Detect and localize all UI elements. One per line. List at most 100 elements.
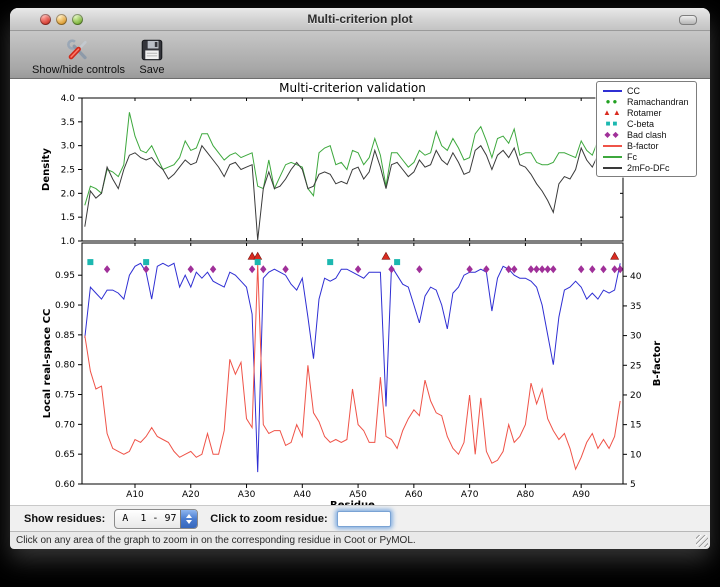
residue-range-value: A 1 - 97	[122, 512, 177, 524]
legend-item: ■■ C-beta	[603, 118, 689, 129]
density-tick-label: 3.0	[61, 142, 76, 152]
legend-item: ▲▲ Rotamer	[603, 107, 689, 118]
cc-tick-label: 0.95	[55, 271, 75, 281]
bfactor-axis-label: B-factor	[652, 341, 663, 386]
cc-tick-label: 0.90	[55, 301, 75, 311]
density-tick-label: 2.0	[61, 189, 76, 199]
cc-tick-label: 0.75	[55, 391, 75, 401]
legend-label: B-factor	[627, 140, 659, 151]
stepper-up-icon	[186, 513, 193, 518]
chart-title: Multi-criterion validation	[279, 81, 426, 95]
bfactor-tick-label: 5	[630, 480, 636, 490]
c-beta-marker	[327, 259, 334, 266]
legend-line-swatch	[603, 155, 622, 158]
residue-tick-label: A20	[182, 490, 200, 500]
bfactor-tick-label: 10	[630, 450, 642, 460]
resize-grip[interactable]	[696, 535, 708, 547]
bad-clash-marker	[538, 265, 546, 274]
bad-clash-marker	[527, 265, 535, 274]
residue-tick-label: A90	[572, 490, 590, 500]
legend-label: Fc	[627, 151, 637, 162]
residue-range-select[interactable]: A 1 - 97	[114, 508, 199, 529]
c-beta-marker	[254, 259, 261, 266]
stepper-down-icon	[186, 519, 193, 524]
bad-clash-marker	[544, 265, 551, 274]
show-hide-controls-button[interactable]: Show/hide controls	[32, 37, 125, 76]
toolbar-toggle-button[interactable]	[679, 15, 697, 25]
c-beta-marker	[394, 259, 401, 266]
bad-clash-marker	[354, 265, 362, 274]
minimize-button[interactable]	[56, 14, 67, 25]
save-label: Save	[139, 64, 165, 76]
combo-stepper	[180, 509, 198, 528]
bfactor-tick-label: 40	[630, 272, 642, 282]
residue-tick-label: A40	[293, 490, 311, 500]
bad-clash-marker	[611, 265, 618, 274]
density-tick-label: 4.0	[61, 94, 76, 104]
c-beta-marker	[87, 259, 94, 266]
toolbar: Show/hide controls Save	[10, 31, 710, 79]
residue-tick-label: A80	[517, 490, 535, 500]
window-title: Multi-criterion plot	[307, 12, 413, 26]
density-axis-label: Density	[41, 148, 52, 191]
cc-tick-label: 0.60	[55, 480, 75, 490]
legend-item: ●● Ramachandran	[603, 96, 689, 107]
legend-item: Fc	[603, 151, 689, 162]
legend-line-swatch	[603, 144, 622, 147]
bad-clash-marker	[533, 265, 540, 274]
legend-label: CC	[627, 85, 640, 96]
bad-clash-marker	[142, 265, 150, 274]
controls-bar: Show residues: A 1 - 97 Click to zoom re…	[10, 505, 710, 531]
bad-clash-marker	[466, 265, 473, 274]
series-CC	[84, 262, 621, 473]
bad-clash-marker	[511, 265, 518, 274]
density-tick-label: 1.5	[61, 213, 75, 223]
series-Fc	[84, 112, 621, 206]
status-bar: Click on any area of the graph to zoom i…	[10, 531, 710, 549]
legend-marker-swatch: ●●	[605, 96, 620, 106]
cc-tick-label: 0.80	[55, 361, 75, 371]
bad-clash-marker	[589, 265, 596, 274]
rotamer-marker	[253, 251, 263, 260]
residue-tick-label: A60	[405, 490, 423, 500]
bad-clash-marker	[388, 265, 395, 274]
cc-plot-frame	[81, 242, 624, 485]
density-tick-label: 2.5	[61, 166, 75, 176]
bad-clash-marker	[617, 265, 624, 274]
show-hide-controls-label: Show/hide controls	[32, 64, 125, 76]
show-residues-label: Show residues:	[24, 512, 106, 525]
zoom-residue-label: Click to zoom residue:	[210, 512, 328, 525]
bfactor-tick-label: 25	[630, 361, 641, 371]
close-button[interactable]	[40, 14, 51, 25]
status-message: Click on any area of the graph to zoom i…	[16, 535, 416, 546]
residue-tick-label: A10	[126, 490, 144, 500]
series-B-factor	[84, 264, 621, 471]
legend-item: CC	[603, 85, 689, 96]
bad-clash-marker	[209, 265, 217, 274]
cc-tick-label: 0.85	[55, 331, 75, 341]
bad-clash-marker	[550, 265, 557, 274]
legend-label: 2mFo-DFc	[627, 162, 670, 173]
bad-clash-marker	[577, 265, 585, 274]
bfactor-tick-label: 30	[630, 332, 642, 342]
cc-tick-label: 0.65	[55, 450, 75, 460]
plot-figure[interactable]: 1.0 1.5 2.0 2.5 3.0 3.5 4.0 0.60 0.65 0.70 0.75 0.8…	[10, 79, 710, 511]
residue-tick-label: A70	[461, 490, 479, 500]
save-button[interactable]: Save	[139, 37, 165, 76]
cc-tick-label: 0.70	[55, 420, 75, 430]
bad-clash-marker	[416, 265, 423, 274]
bad-clash-marker	[187, 265, 194, 274]
rotamer-marker	[381, 251, 391, 260]
cc-axis-label: Local real-space CC	[42, 309, 53, 419]
c-beta-marker	[143, 259, 150, 266]
zoom-button[interactable]	[72, 14, 83, 25]
bad-clash-marker	[600, 265, 607, 274]
legend-line-swatch	[603, 89, 622, 92]
rotamer-marker	[610, 251, 620, 260]
title-bar[interactable]: Multi-criterion plot	[10, 8, 710, 31]
zoom-residue-input[interactable]	[336, 510, 391, 527]
series-2mFo-DFc	[84, 136, 621, 241]
legend-label: Bad clash	[627, 129, 667, 140]
density-tick-label: 1.0	[61, 237, 76, 247]
bfactor-tick-label: 15	[630, 421, 641, 431]
